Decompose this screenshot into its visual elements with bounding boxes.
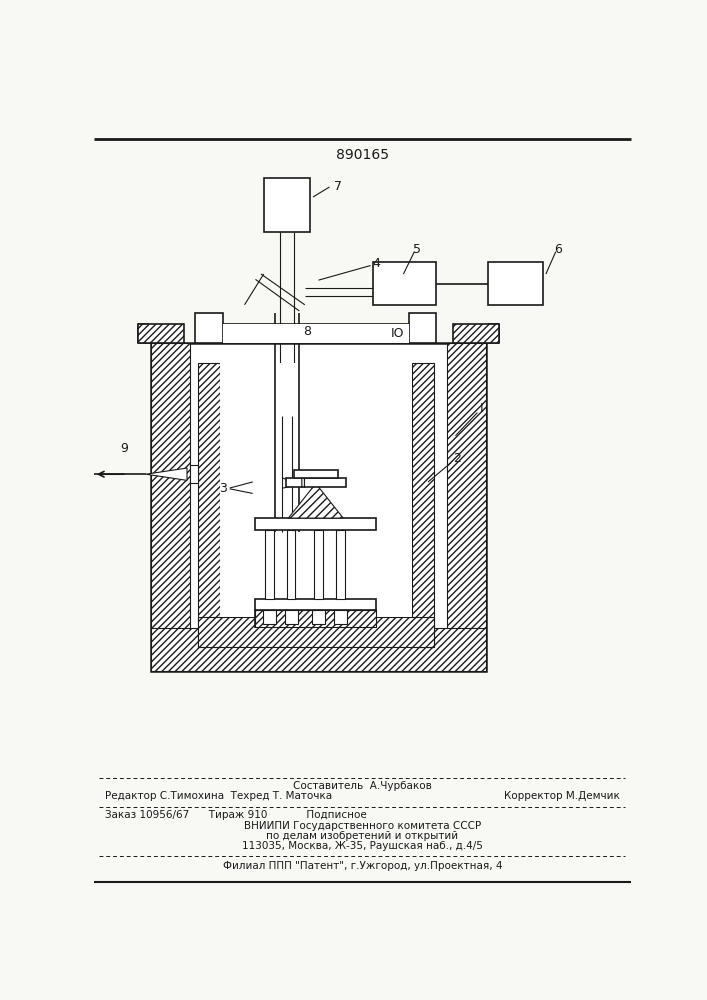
Bar	[262, 610, 276, 624]
Text: 4: 4	[372, 257, 380, 270]
Bar	[255, 610, 376, 627]
Bar	[336, 530, 345, 599]
Text: Редактор С.Тимохина  Техред Т. Маточка: Редактор С.Тимохина Техред Т. Маточка	[105, 791, 332, 801]
Bar	[138, 324, 185, 343]
Bar	[294, 470, 338, 478]
Text: 5: 5	[413, 243, 421, 256]
Bar	[264, 178, 310, 232]
Bar	[198, 363, 220, 647]
Text: 2: 2	[452, 452, 460, 465]
Bar	[312, 610, 325, 624]
Bar	[452, 324, 499, 343]
Text: 7: 7	[334, 180, 341, 193]
Bar	[223, 324, 409, 343]
Bar	[284, 610, 298, 624]
Text: 890165: 890165	[336, 148, 389, 162]
Bar	[489, 262, 543, 305]
Polygon shape	[146, 468, 187, 480]
Text: 9: 9	[120, 442, 128, 455]
Text: по делам изобретений и открытий: по делам изобретений и открытий	[267, 831, 458, 841]
Bar	[151, 343, 189, 671]
Bar	[334, 610, 347, 624]
Bar	[287, 530, 296, 599]
Text: 8: 8	[303, 325, 312, 338]
Text: Заказ 10956/67      Тираж 910            Подписное: Заказ 10956/67 Тираж 910 Подписное	[105, 810, 366, 820]
Bar	[373, 262, 436, 305]
Bar	[314, 530, 323, 599]
Bar	[189, 465, 198, 483]
Bar	[265, 530, 274, 599]
Bar	[151, 628, 486, 671]
Polygon shape	[288, 483, 343, 518]
Text: 3: 3	[218, 482, 226, 495]
Text: 6: 6	[554, 243, 563, 256]
Bar	[411, 363, 433, 647]
Text: ВНИИПИ Государственного комитета СССР: ВНИИПИ Государственного комитета СССР	[244, 821, 481, 831]
Bar	[255, 610, 376, 627]
Bar	[286, 478, 346, 487]
Text: Составитель  А.Чурбаков: Составитель А.Чурбаков	[293, 781, 432, 791]
Bar	[195, 312, 223, 343]
Bar	[409, 312, 436, 343]
Text: Филиал ППП "Патент", г.Ужгород, ул.Проектная, 4: Филиал ППП "Патент", г.Ужгород, ул.Проек…	[223, 861, 502, 871]
Text: I: I	[480, 402, 484, 415]
Text: 113035, Москва, Ж-35, Раушская наб., д.4/5: 113035, Москва, Ж-35, Раушская наб., д.4…	[242, 841, 483, 851]
Bar	[220, 363, 411, 617]
Text: II: II	[300, 478, 307, 491]
Bar	[151, 343, 486, 671]
Text: Корректор М.Демчик: Корректор М.Демчик	[504, 791, 620, 801]
Bar	[255, 518, 376, 530]
Bar	[255, 599, 376, 610]
Text: IO: IO	[391, 327, 404, 340]
Bar	[198, 617, 433, 647]
Bar	[448, 343, 486, 671]
